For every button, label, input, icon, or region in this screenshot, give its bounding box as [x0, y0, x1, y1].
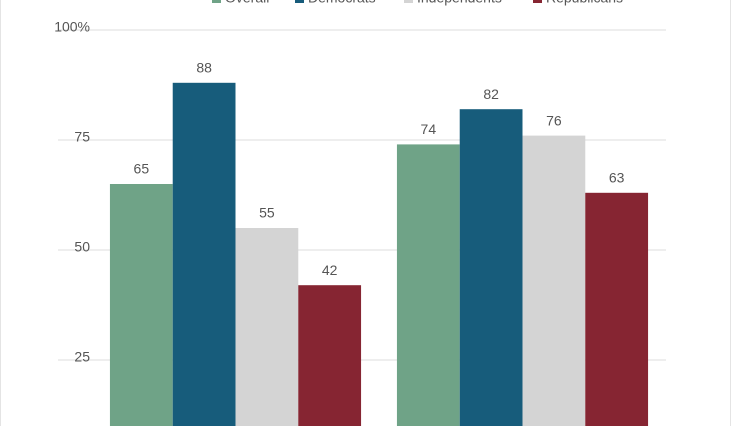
- value-label: 74: [421, 121, 437, 137]
- bar: [459, 109, 523, 426]
- value-label: 88: [196, 60, 212, 76]
- bar: [585, 192, 649, 426]
- legend-swatch: [295, 0, 304, 3]
- legend-label: Republicans: [546, 0, 623, 6]
- value-label: 63: [609, 170, 625, 186]
- bar: [109, 184, 173, 426]
- legend-label: Independents: [417, 0, 502, 6]
- y-tick-label: 50: [74, 239, 90, 255]
- legend-swatch: [212, 0, 221, 3]
- bar: [235, 228, 299, 426]
- legend-label: Democrats: [308, 0, 376, 6]
- value-label: 65: [134, 161, 150, 177]
- bar: [396, 144, 460, 426]
- bar: [172, 82, 236, 426]
- y-tick-label: 100%: [54, 19, 90, 35]
- bar: [298, 285, 362, 426]
- legend-label: Overall: [225, 0, 269, 6]
- value-label: 76: [546, 112, 562, 128]
- bar: [522, 135, 586, 426]
- value-label: 55: [259, 205, 275, 221]
- y-tick-label: 25: [74, 349, 90, 365]
- y-tick-label: 75: [74, 129, 90, 145]
- value-label: 82: [483, 86, 499, 102]
- legend-swatch: [533, 0, 542, 3]
- value-label: 42: [322, 262, 338, 278]
- legend-swatch: [404, 0, 413, 3]
